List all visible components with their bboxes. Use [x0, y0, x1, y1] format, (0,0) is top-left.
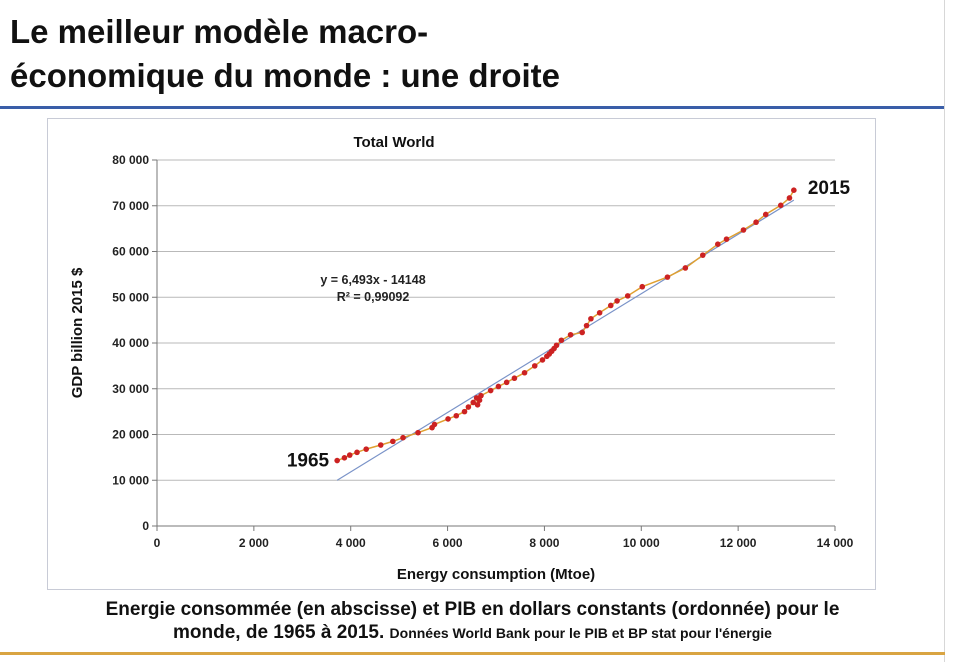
slide-title: Le meilleur modèle macro- économique du …: [10, 10, 940, 98]
grid-layer: [157, 159, 835, 481]
data-point: [715, 241, 721, 247]
x-tick-label: 10 000: [623, 536, 660, 550]
data-point: [740, 227, 747, 233]
y-tick-label: 70 000: [112, 199, 149, 213]
chart: 0 10 000 20 000 30 000 40 000 50 000 60 000 70 …: [69, 134, 854, 583]
y-tick-label: 20 000: [112, 428, 149, 442]
x-tick-label: 6 000: [433, 536, 463, 550]
chart-frame: 0 10 000 20 000 30 000 40 000 50 000 60 000 70 …: [47, 118, 876, 590]
x-tick-label: 0: [154, 536, 161, 550]
caption-line1: Energie consommée (en abscisse) et PIB e…: [105, 599, 840, 620]
data-point: [495, 383, 502, 390]
data-point: [614, 298, 620, 304]
x-tick-label: 4 000: [336, 536, 366, 550]
data-point: [786, 195, 793, 201]
data-point: [553, 342, 560, 349]
data-point: [777, 202, 784, 209]
data-point: [346, 452, 353, 458]
trendline-equation: y = 6,493x - 14148: [320, 273, 425, 287]
data-point: [762, 211, 769, 218]
annotation-2015: 2015: [808, 178, 851, 199]
data-point: [478, 392, 484, 399]
caption-line2-text: monde, de 1965 à 2015.: [173, 622, 385, 643]
data-point: [567, 331, 574, 338]
y-tick-label: 30 000: [112, 382, 149, 396]
data-point: [377, 442, 384, 448]
data-point: [461, 408, 468, 415]
data-point: [465, 404, 472, 410]
data-point: [445, 416, 451, 422]
data-point: [390, 438, 396, 445]
caption: Energie consommée (en abscisse) et PIB e…: [0, 598, 945, 645]
x-axis-title: Energy consumption (Mtoe): [397, 566, 595, 583]
data-point: [579, 329, 586, 336]
data-point: [607, 302, 614, 309]
slide-title-line1: Le meilleur modèle macro-: [10, 13, 429, 50]
bottom-rule: [0, 652, 945, 655]
slide-title-line2: économique du monde : une droite: [10, 57, 561, 94]
data-point: [511, 375, 518, 382]
data-point: [791, 187, 797, 193]
data-point: [723, 236, 730, 242]
x-tick-label: 14 000: [817, 536, 854, 550]
data-point: [682, 265, 689, 271]
x-tick-label: 12 000: [720, 536, 757, 550]
data-point: [624, 293, 631, 299]
y-tick-label: 40 000: [112, 336, 149, 350]
chart-title: Total World: [353, 134, 434, 151]
y-tick-label: 0: [142, 519, 149, 533]
data-point: [470, 399, 477, 406]
data-point: [400, 434, 406, 441]
x-tick-label: 2 000: [239, 536, 269, 550]
x-tick-label: 8 000: [529, 536, 559, 550]
data-point: [639, 283, 646, 290]
data-point: [474, 401, 481, 408]
data-point: [341, 455, 348, 461]
data-point: [558, 337, 565, 344]
caption-line2: monde, de 1965 à 2015. Données World Ban…: [0, 621, 945, 645]
y-tick-label: 10 000: [112, 473, 149, 487]
data-point: [487, 387, 494, 394]
data-point: [363, 446, 370, 452]
data-point: [503, 379, 510, 386]
data-point: [588, 315, 594, 322]
data-point: [583, 322, 590, 329]
annotation-1965: 1965: [287, 451, 330, 472]
data-point: [431, 421, 438, 428]
label-layer: Total World Energy consumption (Mtoe) GDP …: [69, 134, 851, 583]
y-tick-label: 80 000: [112, 153, 149, 167]
data-point: [354, 449, 360, 456]
data-point: [596, 310, 603, 316]
trendline-r-squared: R² = 0,99092: [337, 290, 410, 304]
data-point: [521, 369, 528, 376]
data-point: [476, 397, 483, 403]
y-tick-label: 50 000: [112, 290, 149, 304]
title-rule: [0, 106, 945, 109]
data-point: [753, 219, 759, 226]
data-point: [539, 357, 546, 363]
series-connector: [336, 189, 795, 462]
axis-layer: 0 10 000 20 000 30 000 40 000 50 000 60 000 70 …: [112, 153, 853, 550]
data-point: [334, 457, 340, 464]
data-point: [699, 252, 706, 258]
caption-source: Données World Bank pour le PIB et BP sta…: [389, 625, 772, 641]
data-point: [453, 412, 460, 419]
y-axis-title: GDP billion 2015 $: [69, 267, 86, 398]
data-point: [664, 274, 671, 280]
data-point: [415, 429, 421, 436]
y-tick-label: 60 000: [112, 245, 149, 259]
data-point: [531, 363, 538, 369]
slide-edge: [944, 0, 945, 662]
series-layer: [334, 187, 797, 481]
